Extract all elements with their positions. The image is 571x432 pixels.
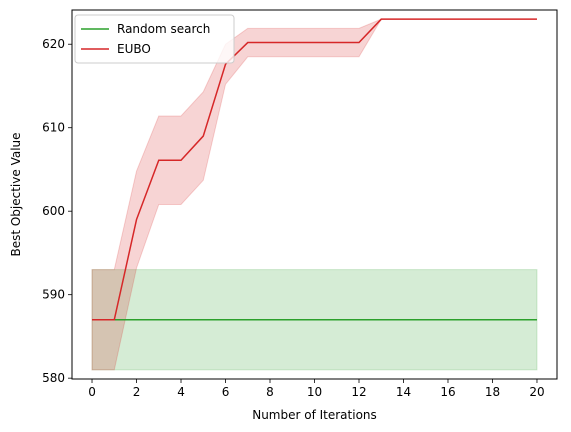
x-tick-label: 0 (88, 385, 96, 399)
y-tick-label: 620 (42, 37, 65, 51)
x-tick-label: 10 (307, 385, 322, 399)
x-tick-label: 20 (529, 385, 544, 399)
x-tick-label: 14 (396, 385, 411, 399)
x-tick-label: 8 (266, 385, 274, 399)
y-axis-label: Best Objective Value (9, 132, 23, 256)
series-lines (92, 18, 537, 321)
x-tick-label: 18 (485, 385, 500, 399)
line-eubo (92, 18, 537, 321)
y-tick-label: 590 (42, 288, 65, 302)
confidence-bands (91, 18, 538, 371)
y-tick-label: 610 (42, 121, 65, 135)
x-axis: 0 2 4 6 8 10 12 14 16 18 20 (88, 379, 545, 399)
x-tick-label: 2 (133, 385, 141, 399)
x-tick-label: 6 (222, 385, 230, 399)
y-tick-label: 600 (42, 204, 65, 218)
x-tick-label: 12 (351, 385, 366, 399)
y-tick-label: 580 (42, 371, 65, 385)
y-axis: 580 590 600 610 620 (42, 37, 72, 385)
legend-label-eubo: EUBO (117, 42, 151, 56)
legend-box (74, 14, 235, 64)
legend-label-random-search: Random search (117, 22, 210, 36)
legend: Random search EUBO (74, 14, 235, 64)
x-tick-label: 16 (440, 385, 455, 399)
x-tick-label: 4 (177, 385, 185, 399)
x-axis-label: Number of Iterations (252, 408, 377, 422)
